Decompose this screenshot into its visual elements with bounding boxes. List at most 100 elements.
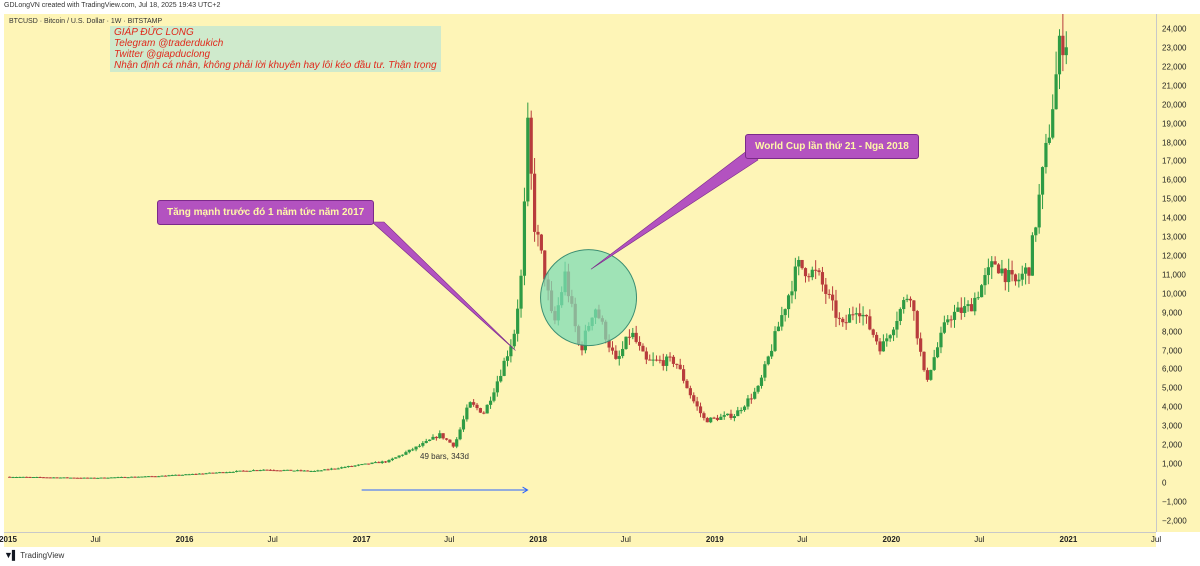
candle-body (1000, 268, 1004, 274)
rally-callout[interactable]: Tăng mạnh trước đó 1 năm tức năm 2017 (157, 200, 375, 225)
candle-body (698, 406, 703, 414)
x-tick-label: 2015 (0, 535, 17, 544)
candle-body (963, 306, 967, 313)
price-axis[interactable]: 24,000 23,000 22,000 21,000 20,000 19,000 18,0… (1156, 14, 1200, 532)
candle-body (428, 439, 432, 442)
candle-body (942, 322, 946, 333)
candle-body (11, 477, 15, 479)
worldcup-highlight-circle (540, 249, 638, 347)
candle-body (1027, 267, 1031, 276)
candle-body (878, 341, 882, 352)
candle-body (204, 473, 208, 475)
tv-logo-icon: ▼▌ (4, 550, 18, 560)
candle-body (228, 471, 232, 473)
candle-body (973, 297, 977, 312)
candle-body (163, 475, 168, 477)
candle-body (532, 173, 537, 232)
candle-body (969, 304, 974, 312)
candle-body (861, 314, 865, 317)
candle-body (478, 408, 483, 413)
candle-body (939, 332, 943, 348)
credit-disclaimer: Nhận định cá nhân, không phải lời khuyên… (114, 60, 437, 71)
candle-body (705, 418, 709, 423)
candle-body (329, 468, 334, 470)
time-axis[interactable]: 2015 Jul 2016 Jul 2017 Jul 2018 Jul 2019 Jul 2020 J… (0, 532, 1161, 547)
candle-body (92, 477, 96, 479)
candle-body (881, 341, 885, 352)
candle-body (966, 304, 970, 307)
candle-body (146, 476, 151, 478)
candle-body (797, 259, 801, 267)
candle-body (516, 308, 520, 334)
candle-body (336, 468, 340, 470)
candle-body (810, 269, 814, 278)
y-tick-label: 7,000 (1162, 346, 1183, 355)
candle-body (736, 410, 740, 417)
candle-body (370, 462, 374, 464)
candle-body (133, 476, 137, 478)
candle-body (986, 267, 990, 276)
candle-body (38, 477, 42, 479)
candle-body (807, 276, 811, 278)
candle-body (390, 458, 394, 461)
candle-body (488, 400, 493, 405)
candle-body (424, 441, 428, 443)
candle-body (817, 270, 821, 273)
candle-body (231, 471, 235, 473)
candle-body (8, 476, 12, 478)
candle-body (234, 470, 239, 472)
candle-body (380, 461, 384, 464)
author-credit-box[interactable]: GIÁP ĐỨC LONG Telegram @traderdukich Twi… (110, 26, 441, 72)
x-tick-label: 2020 (882, 535, 901, 544)
candle-body (722, 415, 726, 417)
candle-body (21, 476, 25, 478)
candle-body (1047, 137, 1051, 143)
candle-body (996, 264, 1001, 274)
candle-body (956, 307, 960, 312)
candle-body (902, 300, 906, 310)
candle-body (932, 357, 936, 370)
candle-body (82, 477, 86, 479)
candle-body (925, 370, 930, 380)
candle-body (316, 470, 320, 472)
candle-body (990, 261, 994, 268)
candle-body (377, 462, 381, 464)
candle-body (695, 401, 699, 407)
y-tick-label: 2,000 (1162, 440, 1183, 450)
candle-body (150, 476, 154, 478)
candle-body (431, 436, 435, 440)
candle-body (1040, 167, 1045, 195)
candle-body (55, 477, 59, 479)
candle-body (482, 412, 486, 414)
candle-body (1064, 47, 1068, 56)
y-tick-label: 1,000 (1162, 459, 1183, 469)
candle-body (522, 201, 527, 276)
candle-body (285, 469, 289, 471)
candle-body (136, 476, 140, 478)
candle-body (434, 436, 438, 439)
candle-body (502, 360, 506, 376)
candle-body (58, 477, 63, 479)
candle-body (255, 470, 259, 472)
x-tick-label: 2021 (1059, 535, 1078, 544)
worldcup-callout[interactable]: World Cup lần thứ 21 - Nga 2018 (745, 134, 919, 159)
candle-body (709, 417, 713, 423)
candle-body (726, 413, 730, 416)
candle-body (373, 462, 378, 464)
candle-body (468, 402, 472, 408)
candle-body (607, 339, 611, 348)
x-tick-label: Jul (620, 535, 631, 544)
candle-body (678, 364, 682, 370)
x-tick-label: Jul (1150, 535, 1162, 544)
tradingview-footer[interactable]: ▼▌ TradingView (4, 550, 64, 560)
candle-body (18, 476, 22, 478)
candle-body (641, 345, 645, 352)
candle-body (207, 472, 212, 474)
y-tick-label: 13,000 (1162, 232, 1187, 242)
candle-body (834, 300, 838, 318)
candle-body (455, 439, 459, 447)
candle-body (45, 477, 49, 479)
candle-body (89, 477, 93, 479)
candle-body (492, 392, 496, 401)
candle-body (858, 313, 862, 317)
